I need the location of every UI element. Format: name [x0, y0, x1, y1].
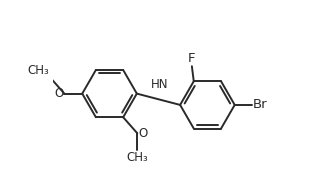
Text: O: O: [138, 127, 148, 140]
Text: CH₃: CH₃: [126, 151, 148, 164]
Text: Br: Br: [253, 98, 267, 111]
Text: CH₃: CH₃: [28, 64, 49, 77]
Text: HN: HN: [151, 78, 168, 91]
Text: F: F: [188, 52, 196, 65]
Text: O: O: [54, 87, 63, 100]
